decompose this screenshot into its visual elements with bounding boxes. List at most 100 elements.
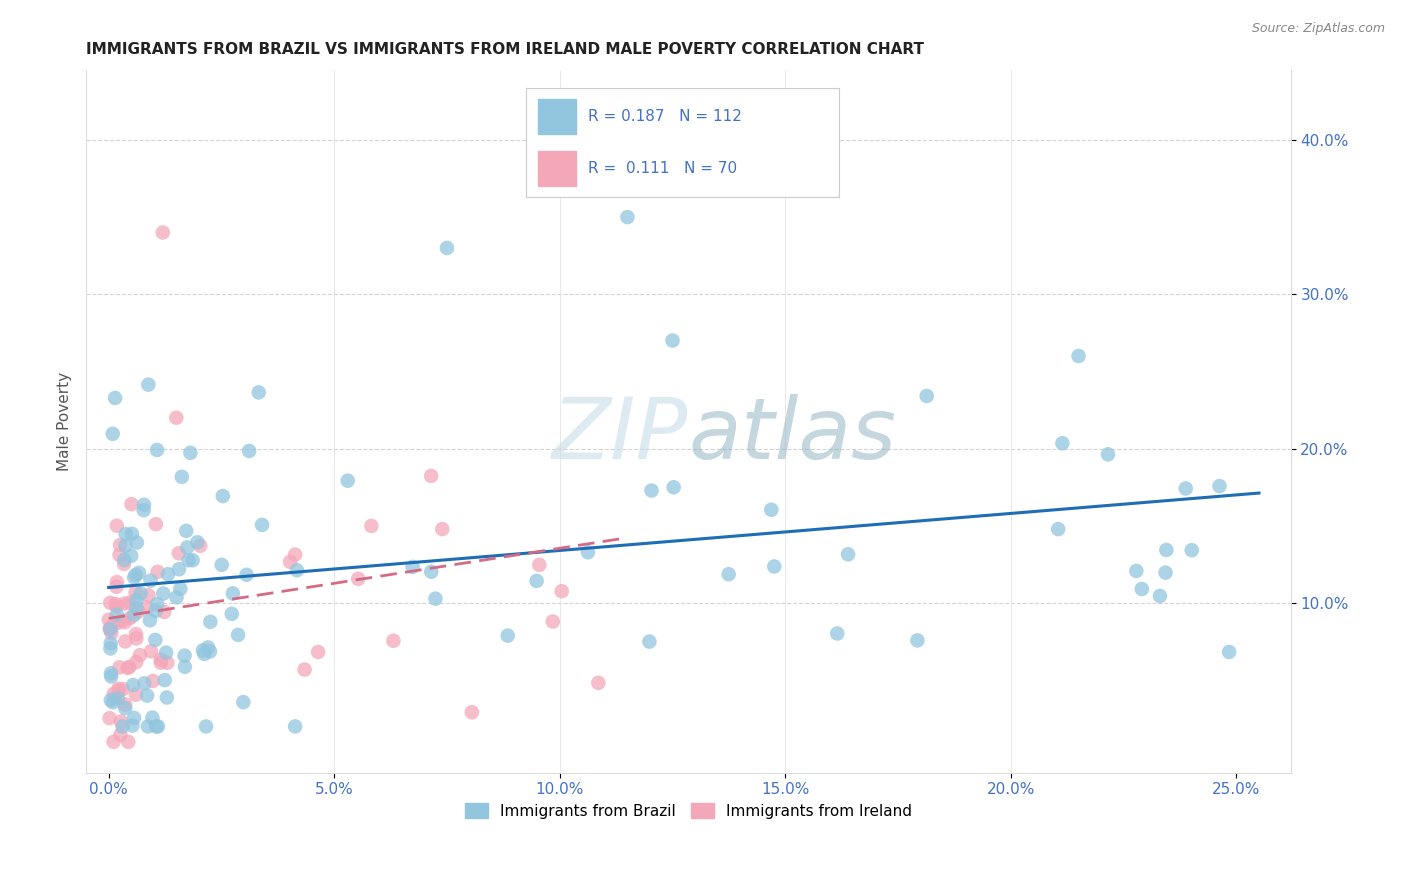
Point: [101, 695, 124, 709]
Point: [717, 567, 740, 582]
Point: [139, 644, 162, 658]
Point: [526, 574, 548, 588]
Point: [100, 693, 122, 707]
Text: ZIP: ZIP: [553, 394, 689, 477]
Point: [100, 666, 122, 681]
Point: [125, 593, 148, 607]
Point: [98, 622, 121, 636]
Point: [285, 563, 308, 577]
Point: [125, 655, 148, 669]
Point: [100, 669, 122, 683]
Point: [114, 701, 136, 715]
Point: [101, 426, 124, 441]
Point: [541, 615, 564, 629]
Point: [146, 597, 169, 611]
Point: [124, 585, 146, 599]
Point: [915, 389, 938, 403]
Point: [496, 629, 519, 643]
Point: [347, 572, 370, 586]
Point: [188, 539, 211, 553]
Point: [100, 620, 122, 634]
Point: [181, 553, 204, 567]
Point: [1067, 349, 1090, 363]
Point: [1125, 564, 1147, 578]
Point: [141, 711, 163, 725]
Point: [120, 611, 142, 625]
Point: [110, 728, 132, 742]
Point: [146, 719, 169, 733]
Point: [105, 518, 128, 533]
Point: [145, 604, 167, 618]
Point: [1097, 447, 1119, 461]
Point: [193, 647, 215, 661]
Point: [250, 517, 273, 532]
Point: [167, 546, 190, 560]
Point: [129, 648, 152, 662]
Point: [111, 719, 134, 733]
Point: [117, 735, 139, 749]
Point: [139, 574, 162, 588]
Point: [122, 608, 145, 623]
Point: [128, 566, 150, 580]
Point: [1130, 582, 1153, 596]
Point: [100, 636, 122, 650]
Point: [156, 656, 179, 670]
Point: [221, 607, 243, 621]
Point: [125, 632, 148, 646]
Point: [211, 558, 233, 572]
Point: [97, 613, 120, 627]
Point: [114, 597, 136, 611]
Point: [425, 591, 447, 606]
Point: [588, 675, 610, 690]
Point: [174, 524, 197, 538]
Point: [167, 562, 190, 576]
Point: [156, 567, 179, 582]
Point: [307, 645, 329, 659]
Point: [662, 480, 685, 494]
Point: [114, 634, 136, 648]
Point: [173, 660, 195, 674]
Point: [638, 634, 661, 648]
Point: [108, 683, 131, 698]
Point: [576, 545, 599, 559]
Point: [125, 535, 148, 549]
Point: [146, 565, 169, 579]
Point: [98, 622, 121, 636]
Point: [284, 719, 307, 733]
Point: [134, 676, 156, 690]
Point: [461, 705, 484, 719]
Point: [156, 690, 179, 705]
Point: [191, 643, 214, 657]
Point: [640, 483, 662, 498]
Point: [825, 626, 848, 640]
Point: [108, 538, 131, 552]
Point: [125, 600, 148, 615]
Point: [173, 648, 195, 663]
Point: [142, 673, 165, 688]
Point: [107, 681, 129, 696]
Point: [125, 688, 148, 702]
Point: [132, 503, 155, 517]
Point: [118, 596, 141, 610]
Text: Source: ZipAtlas.com: Source: ZipAtlas.com: [1251, 22, 1385, 36]
Point: [122, 678, 145, 692]
Point: [149, 652, 172, 666]
Point: [103, 735, 125, 749]
Point: [98, 711, 121, 725]
Point: [198, 644, 221, 658]
Text: atlas: atlas: [689, 394, 897, 477]
Point: [420, 565, 443, 579]
Point: [146, 442, 169, 457]
Point: [179, 446, 201, 460]
Point: [121, 526, 143, 541]
Point: [197, 640, 219, 655]
Point: [112, 557, 135, 571]
Point: [136, 689, 159, 703]
Point: [186, 535, 208, 549]
Point: [222, 586, 245, 600]
Point: [200, 615, 222, 629]
Point: [108, 660, 131, 674]
Point: [1181, 543, 1204, 558]
Point: [247, 385, 270, 400]
Point: [1174, 482, 1197, 496]
